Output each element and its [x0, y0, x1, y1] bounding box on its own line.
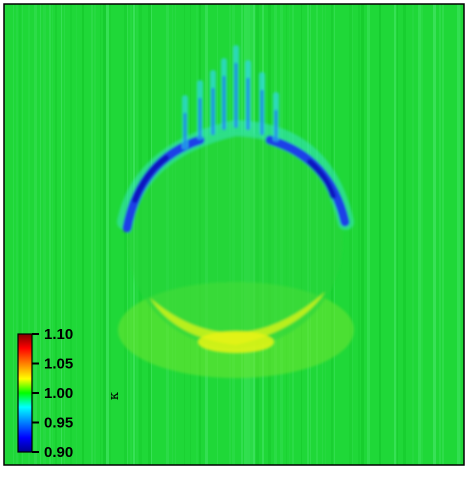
colorbar: 0.90 0.95 1.00 1.05 1.10 κ: [17, 326, 122, 461]
streak: [43, 4, 46, 465]
plot-frame: [3, 3, 465, 466]
colorbar-tick-label: 1.05: [44, 356, 73, 373]
streak: [418, 4, 421, 465]
streak: [103, 4, 106, 465]
streak: [100, 4, 101, 465]
colorbar-tick-label: 1.00: [44, 385, 73, 402]
streak: [379, 4, 381, 465]
colorbar-ticks: 0.90 0.95 1.00 1.05 1.10: [32, 326, 73, 461]
streak: [22, 4, 23, 465]
rim-spike-core: [211, 88, 215, 135]
streak: [16, 4, 18, 465]
streak: [397, 4, 398, 465]
streak: [34, 4, 37, 465]
streak: [76, 4, 77, 465]
streak: [49, 4, 51, 465]
streak: [439, 4, 441, 465]
streak: [19, 4, 21, 465]
streak: [367, 4, 370, 465]
rim-spike-core: [234, 63, 238, 128]
colorbar-tick-label: 1.10: [44, 326, 73, 343]
rim-spike-core: [260, 90, 264, 135]
streak: [124, 4, 127, 465]
streak: [394, 4, 396, 465]
streak: [412, 4, 414, 465]
upper-arc-left-core: [132, 155, 169, 203]
streak: [64, 4, 65, 465]
streak: [349, 4, 352, 465]
lower-crescent: [150, 292, 325, 345]
crescent-core: [198, 331, 274, 353]
streak: [358, 4, 360, 465]
streak: [4, 4, 6, 465]
upper-arc-right-core: [307, 159, 336, 199]
streak: [28, 4, 30, 465]
streak: [52, 4, 53, 465]
rim-spike-core: [198, 98, 202, 140]
colorbar-tick-label: 0.90: [44, 444, 73, 461]
rim-spike-core: [274, 110, 278, 142]
streak: [109, 4, 111, 465]
streak: [40, 4, 41, 465]
streak: [82, 4, 84, 465]
streak: [442, 4, 444, 465]
colorbar-gradient: [17, 333, 33, 453]
streak: [361, 4, 364, 465]
streak: [457, 4, 460, 465]
streak: [460, 4, 461, 465]
streak: [106, 4, 109, 465]
streak: [61, 4, 62, 465]
streak: [433, 4, 436, 465]
circle-interior: [127, 132, 343, 348]
rim-spike-core: [222, 76, 226, 130]
colorbar-label: κ: [107, 392, 122, 400]
streak: [91, 4, 93, 465]
streak: [94, 4, 96, 465]
streak: [352, 4, 353, 465]
rim-spike-core: [183, 113, 187, 150]
heatmap-features: [117, 45, 354, 378]
streak: [13, 4, 14, 465]
rim-spike-core: [246, 78, 250, 130]
streak: [70, 4, 72, 465]
streak: [421, 4, 423, 465]
streak: [403, 4, 406, 465]
streak: [55, 4, 57, 465]
colorbar-tick-label: 0.95: [44, 415, 73, 432]
